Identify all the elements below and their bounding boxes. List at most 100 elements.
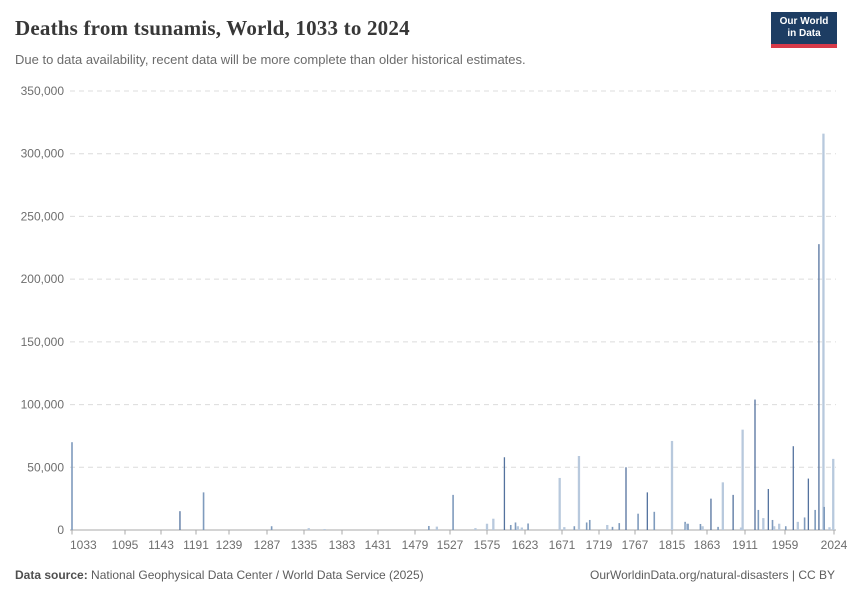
bar-1939[interactable] (767, 488, 769, 530)
x-axis-label-1623: 1623 (512, 538, 539, 552)
x-axis-label-1095: 1095 (112, 538, 139, 552)
bar-1341[interactable] (307, 528, 310, 530)
bar-1687[interactable] (573, 526, 576, 530)
x-axis-label-1959: 1959 (772, 538, 799, 552)
bar-1933[interactable] (762, 518, 765, 530)
bar-1531[interactable] (452, 494, 454, 530)
x-axis-label-1239: 1239 (216, 538, 243, 552)
bar-1960[interactable] (784, 526, 787, 530)
bar-1970[interactable] (792, 446, 794, 530)
y-axis-label-100000: 100,000 (21, 398, 65, 412)
bar-1674[interactable] (563, 527, 566, 530)
bar-1999[interactable] (814, 509, 816, 530)
bar-1597[interactable] (503, 457, 506, 530)
chart-subtitle: Due to data availability, recent data wi… (15, 52, 526, 67)
bar-1498[interactable] (428, 525, 430, 530)
bar-1627[interactable] (527, 523, 529, 530)
bar-1944[interactable] (771, 519, 774, 530)
x-axis-label-1815: 1815 (659, 538, 686, 552)
owid-logo-line1: Our World (779, 16, 829, 27)
bar-1815[interactable] (670, 440, 674, 530)
page-title: Deaths from tsunamis, World, 1033 to 202… (15, 16, 410, 40)
data-source-text: National Geophysical Data Center / World… (87, 568, 424, 582)
bar-1575[interactable] (485, 523, 489, 530)
bar-1614[interactable] (516, 526, 520, 530)
owid-logo[interactable]: Our World in Data (771, 12, 837, 48)
x-axis-label-1191: 1191 (183, 538, 209, 552)
bar-1746[interactable] (618, 523, 621, 530)
x-axis-label-1335: 1335 (291, 538, 318, 552)
bar-1033[interactable] (71, 442, 73, 530)
bar-1361[interactable] (323, 528, 326, 530)
bar-1693[interactable] (577, 455, 581, 530)
x-axis-label-1719: 1719 (586, 538, 613, 552)
bar-1619[interactable] (520, 527, 523, 530)
bar-1583[interactable] (492, 518, 495, 530)
y-axis-label-250000: 250,000 (21, 209, 65, 223)
y-axis-label-0: 0 (57, 523, 64, 537)
bar-1857[interactable] (701, 526, 704, 530)
bar-2018[interactable] (828, 527, 831, 530)
y-axis-label-50000: 50,000 (27, 460, 64, 474)
y-axis-label-150000: 150,000 (21, 335, 65, 349)
bar-2011[interactable] (823, 506, 825, 530)
bar-1771[interactable] (637, 513, 639, 530)
x-axis-label-1479: 1479 (402, 538, 429, 552)
bar-2023[interactable] (832, 458, 835, 530)
x-axis-label-1527: 1527 (437, 538, 464, 552)
bar-1202[interactable] (202, 492, 205, 530)
x-axis-label-1671: 1671 (549, 538, 576, 552)
tsunami-deaths-bar-chart: 0 50,000 100,000 150,000 200,000 250,000 300,0… (21, 84, 848, 552)
bar-1560[interactable] (474, 528, 477, 530)
bar-1976[interactable] (796, 521, 799, 530)
bar-1906[interactable] (739, 527, 743, 530)
y-axis-label-350000: 350,000 (21, 84, 65, 98)
bar-1668[interactable] (558, 477, 561, 530)
owid-logo-line2: in Data (787, 28, 821, 39)
bar-1792[interactable] (653, 511, 656, 530)
bar-1868[interactable] (710, 498, 712, 530)
bar-1509[interactable] (435, 526, 439, 530)
bar-1837[interactable] (687, 523, 689, 530)
bar-1703[interactable] (585, 522, 588, 530)
x-axis-label-1431: 1431 (365, 538, 392, 552)
data-source-label: Data source: (15, 568, 88, 582)
bar-1985[interactable] (803, 517, 806, 530)
bar-1990[interactable] (807, 478, 810, 530)
bar-1730[interactable] (606, 524, 609, 530)
bar-1611[interactable] (514, 522, 517, 530)
bar-1927[interactable] (757, 509, 760, 530)
bar-1737[interactable] (611, 526, 614, 530)
x-axis-label-1033: 1033 (70, 538, 97, 552)
bar-2010[interactable] (822, 133, 825, 530)
bar-1883[interactable] (721, 482, 724, 530)
x-axis-label-1863: 1863 (694, 538, 721, 552)
bar-1854[interactable] (699, 523, 702, 530)
bar-1835[interactable] (685, 523, 688, 530)
x-axis-label-1575: 1575 (474, 538, 501, 552)
bar-1833[interactable] (684, 521, 686, 530)
x-axis-label-2024: 2024 (821, 538, 848, 552)
x-axis-label-1383: 1383 (329, 538, 356, 552)
data-source-note: Data source: National Geophysical Data C… (15, 568, 424, 582)
y-axis-label-300000: 300,000 (21, 147, 65, 161)
x-axis-label-1287: 1287 (254, 538, 281, 552)
bar-1755[interactable] (625, 467, 627, 530)
bar-1923[interactable] (754, 399, 756, 530)
owid-url-link[interactable]: OurWorldinData.org/natural-disasters | C… (590, 568, 835, 582)
bar-1877[interactable] (717, 526, 719, 530)
bar-1896[interactable] (732, 494, 734, 530)
x-axis-label-1143: 1143 (148, 538, 174, 552)
x-axis-label-1911: 1911 (732, 538, 758, 552)
bar-2004[interactable] (818, 244, 820, 530)
bar-1908[interactable] (741, 429, 744, 530)
bar-1952[interactable] (778, 523, 781, 530)
bar-1293[interactable] (270, 526, 273, 530)
bar-1605[interactable] (509, 524, 512, 530)
bar-1783[interactable] (646, 492, 648, 530)
x-axis-label-1767: 1767 (622, 538, 649, 552)
bar-1707[interactable] (588, 519, 591, 530)
bar-1946[interactable] (773, 526, 776, 530)
bar-1169[interactable] (179, 511, 181, 530)
